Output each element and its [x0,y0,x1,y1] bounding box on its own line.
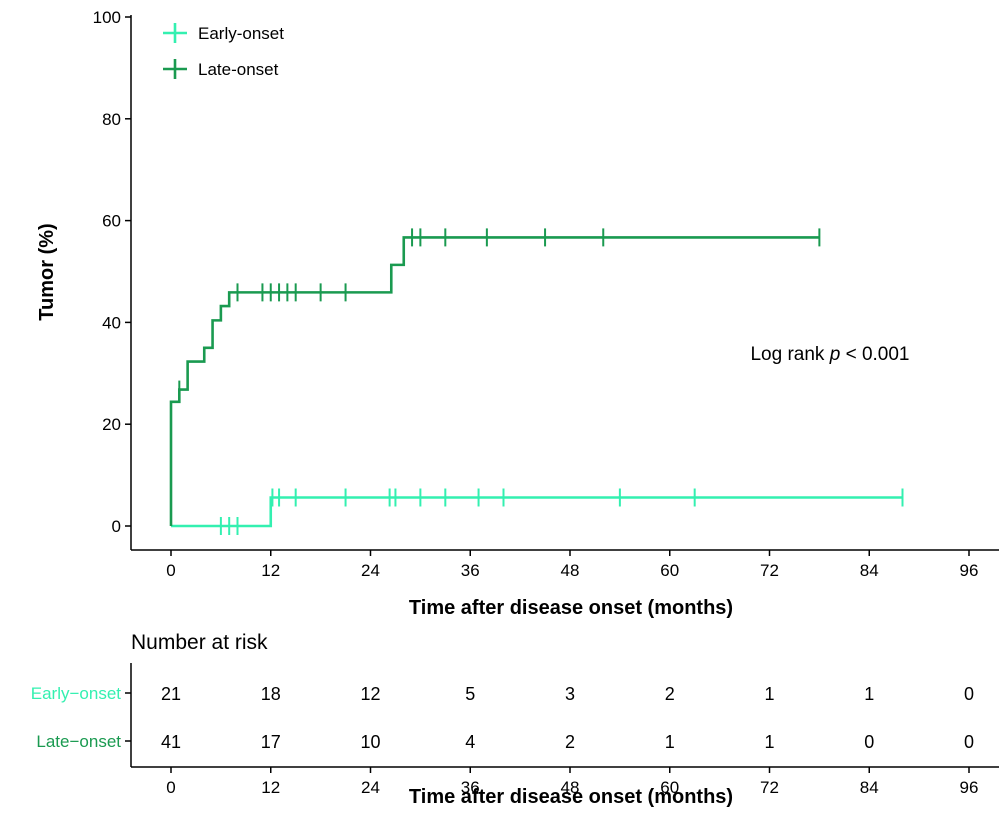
risk-x-tick-label: 0 [166,778,175,797]
axes: 0 20 40 60 80 100 0 12 24 36 48 60 72 84 96 [93,8,999,580]
x-tick-label: 0 [166,561,175,580]
y-tick-label: 60 [102,212,121,231]
series-line-late-onset [169,236,820,526]
legend-label: Late-onset [198,60,279,79]
risk-x-tick-label: 84 [860,778,879,797]
risk-x-tick-label: 60 [660,778,679,797]
risk-count: 2 [565,732,575,752]
risk-count: 1 [864,684,874,704]
risk-count: 0 [864,732,874,752]
risk-x-tick-label: 12 [261,778,280,797]
risk-x-tick-label: 96 [960,778,979,797]
x-tick-label: 12 [261,561,280,580]
x-tick-label: 36 [461,561,480,580]
y-tick-label: 80 [102,110,121,129]
risk-table-title: Number at risk [131,631,268,654]
x-tick-label: 84 [860,561,879,580]
x-tick-label: 96 [960,561,979,580]
risk-count: 3 [565,684,575,704]
log-rank-annotation: Log rank p < 0.001 [750,344,909,365]
y-tick-label: 20 [102,415,121,434]
risk-count: 12 [360,684,380,704]
risk-count: 5 [465,684,475,704]
legend-label: Early-onset [198,24,284,43]
series-line-early-onset [171,496,903,528]
risk-count: 2 [665,684,675,704]
risk-count: 18 [261,684,281,704]
y-tick-label: 100 [93,8,121,27]
x-axis-label: Time after disease onset (months) [409,597,733,619]
risk-row-label: Early−onset [31,684,122,703]
x-tick-label: 72 [760,561,779,580]
risk-count: 0 [964,684,974,704]
risk-count: 0 [964,732,974,752]
risk-count: 4 [465,732,475,752]
plot-area [169,228,904,535]
risk-count: 1 [764,732,774,752]
risk-count: 41 [161,732,181,752]
risk-x-tick-label: 36 [461,778,480,797]
risk-count: 17 [261,732,281,752]
risk-x-tick-label: 48 [561,778,580,797]
risk-x-tick-label: 72 [760,778,779,797]
risk-row-label: Late−onset [36,732,121,751]
legend: Early-onset Late-onset [163,23,284,79]
x-tick-label: 24 [361,561,380,580]
y-tick-label: 40 [102,313,121,332]
risk-count: 1 [665,732,675,752]
risk-count: 10 [360,732,380,752]
y-axis-label: Tumor (%) [36,223,58,320]
y-tick-label: 0 [112,517,121,536]
risk-count: 21 [161,684,181,704]
x-tick-label: 48 [561,561,580,580]
risk-x-tick-label: 24 [361,778,380,797]
x-tick-label: 60 [660,561,679,580]
risk-count: 1 [764,684,774,704]
risk-table-x-axis-label: Time after disease onset (months) [409,786,733,808]
